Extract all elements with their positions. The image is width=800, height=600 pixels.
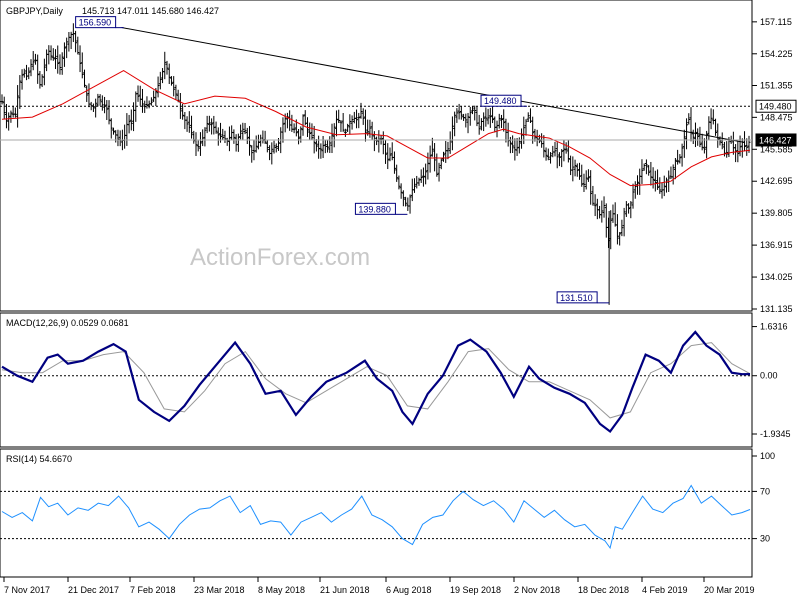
macd-tick-label: -1.9345: [760, 429, 791, 439]
rsi-line: [1, 484, 751, 550]
macd-tick-label: 0.00: [760, 371, 778, 381]
rsi-tick-label: 100: [760, 451, 775, 461]
level-price-label: 149.480: [759, 102, 792, 112]
price-tick-label: 134.025: [760, 272, 793, 282]
annotation-label: 139.880: [358, 204, 391, 214]
x-axis: 7 Nov 2017 21 Dec 2017 7 Feb 2018 23 Mar 20…: [3, 577, 755, 595]
ohlc-header: 145.713 147.011 145.680 146.427: [82, 6, 219, 16]
price-panel: ActionForex.com 157.115 154.225 151.355 148…: [0, 0, 797, 314]
x-tick-label: 18 Dec 2018: [578, 585, 629, 595]
rsi-panel: 100 70 30 RSI(14) 54.6670: [0, 448, 775, 578]
macd-line: [1, 330, 751, 434]
annotation-box: [556, 291, 598, 304]
moving-average-line: [1, 70, 751, 187]
macd-title: MACD(12,26,9) 0.0529 0.0681: [6, 318, 129, 328]
x-tick-label: 2 Nov 2018: [514, 585, 560, 595]
annotation-label: 156.590: [79, 18, 112, 28]
annotation-box: [354, 202, 396, 215]
x-tick-label: 6 Aug 2018: [386, 585, 432, 595]
trendline: [121, 27, 746, 143]
level-price-box: [755, 99, 797, 113]
price-tick-label: 131.135: [760, 304, 793, 314]
last-price-label: 146.427: [759, 135, 792, 145]
price-tick-label: 139.805: [760, 208, 793, 218]
annotation-box: [480, 94, 522, 107]
x-tick-label: 4 Feb 2019: [642, 585, 688, 595]
price-tick-label: 145.585: [760, 144, 793, 154]
macd-tick-label: 1.6316: [760, 322, 788, 332]
x-tick-label: 19 Sep 2018: [450, 585, 501, 595]
watermark: ActionForex.com: [190, 244, 370, 271]
x-tick-label: 21 Dec 2017: [68, 585, 119, 595]
annotation-box: [75, 16, 117, 29]
price-tick-label: 142.695: [760, 176, 793, 186]
price-tick-label: 148.475: [760, 112, 793, 122]
x-tick-label: 7 Feb 2018: [130, 585, 176, 595]
price-tick-label: 151.355: [760, 81, 793, 91]
x-tick-label: 21 Jun 2018: [320, 585, 370, 595]
x-tick-label: 7 Nov 2017: [4, 585, 50, 595]
rsi-tick-label: 70: [760, 486, 770, 496]
price-tick-label: 136.915: [760, 240, 793, 250]
x-tick-label: 8 May 2018: [258, 585, 305, 595]
last-price-box: [755, 133, 797, 147]
rsi-title: RSI(14) 54.6670: [6, 454, 72, 464]
annotation-label: 131.510: [560, 293, 593, 303]
macd-panel: 1.6316 0.00 -1.9345 MACD(12,26,9) 0.0529 0…: [0, 312, 791, 448]
price-tick-label: 157.115: [760, 17, 792, 27]
price-tick-label: 154.225: [760, 49, 793, 59]
annotation-label: 149.480: [484, 96, 517, 106]
rsi-tick-label: 30: [760, 534, 770, 544]
x-tick-label: 20 Mar 2019: [704, 585, 755, 595]
chart-title: GBPJPY,Daily: [6, 6, 63, 16]
x-tick-label: 23 Mar 2018: [194, 585, 245, 595]
